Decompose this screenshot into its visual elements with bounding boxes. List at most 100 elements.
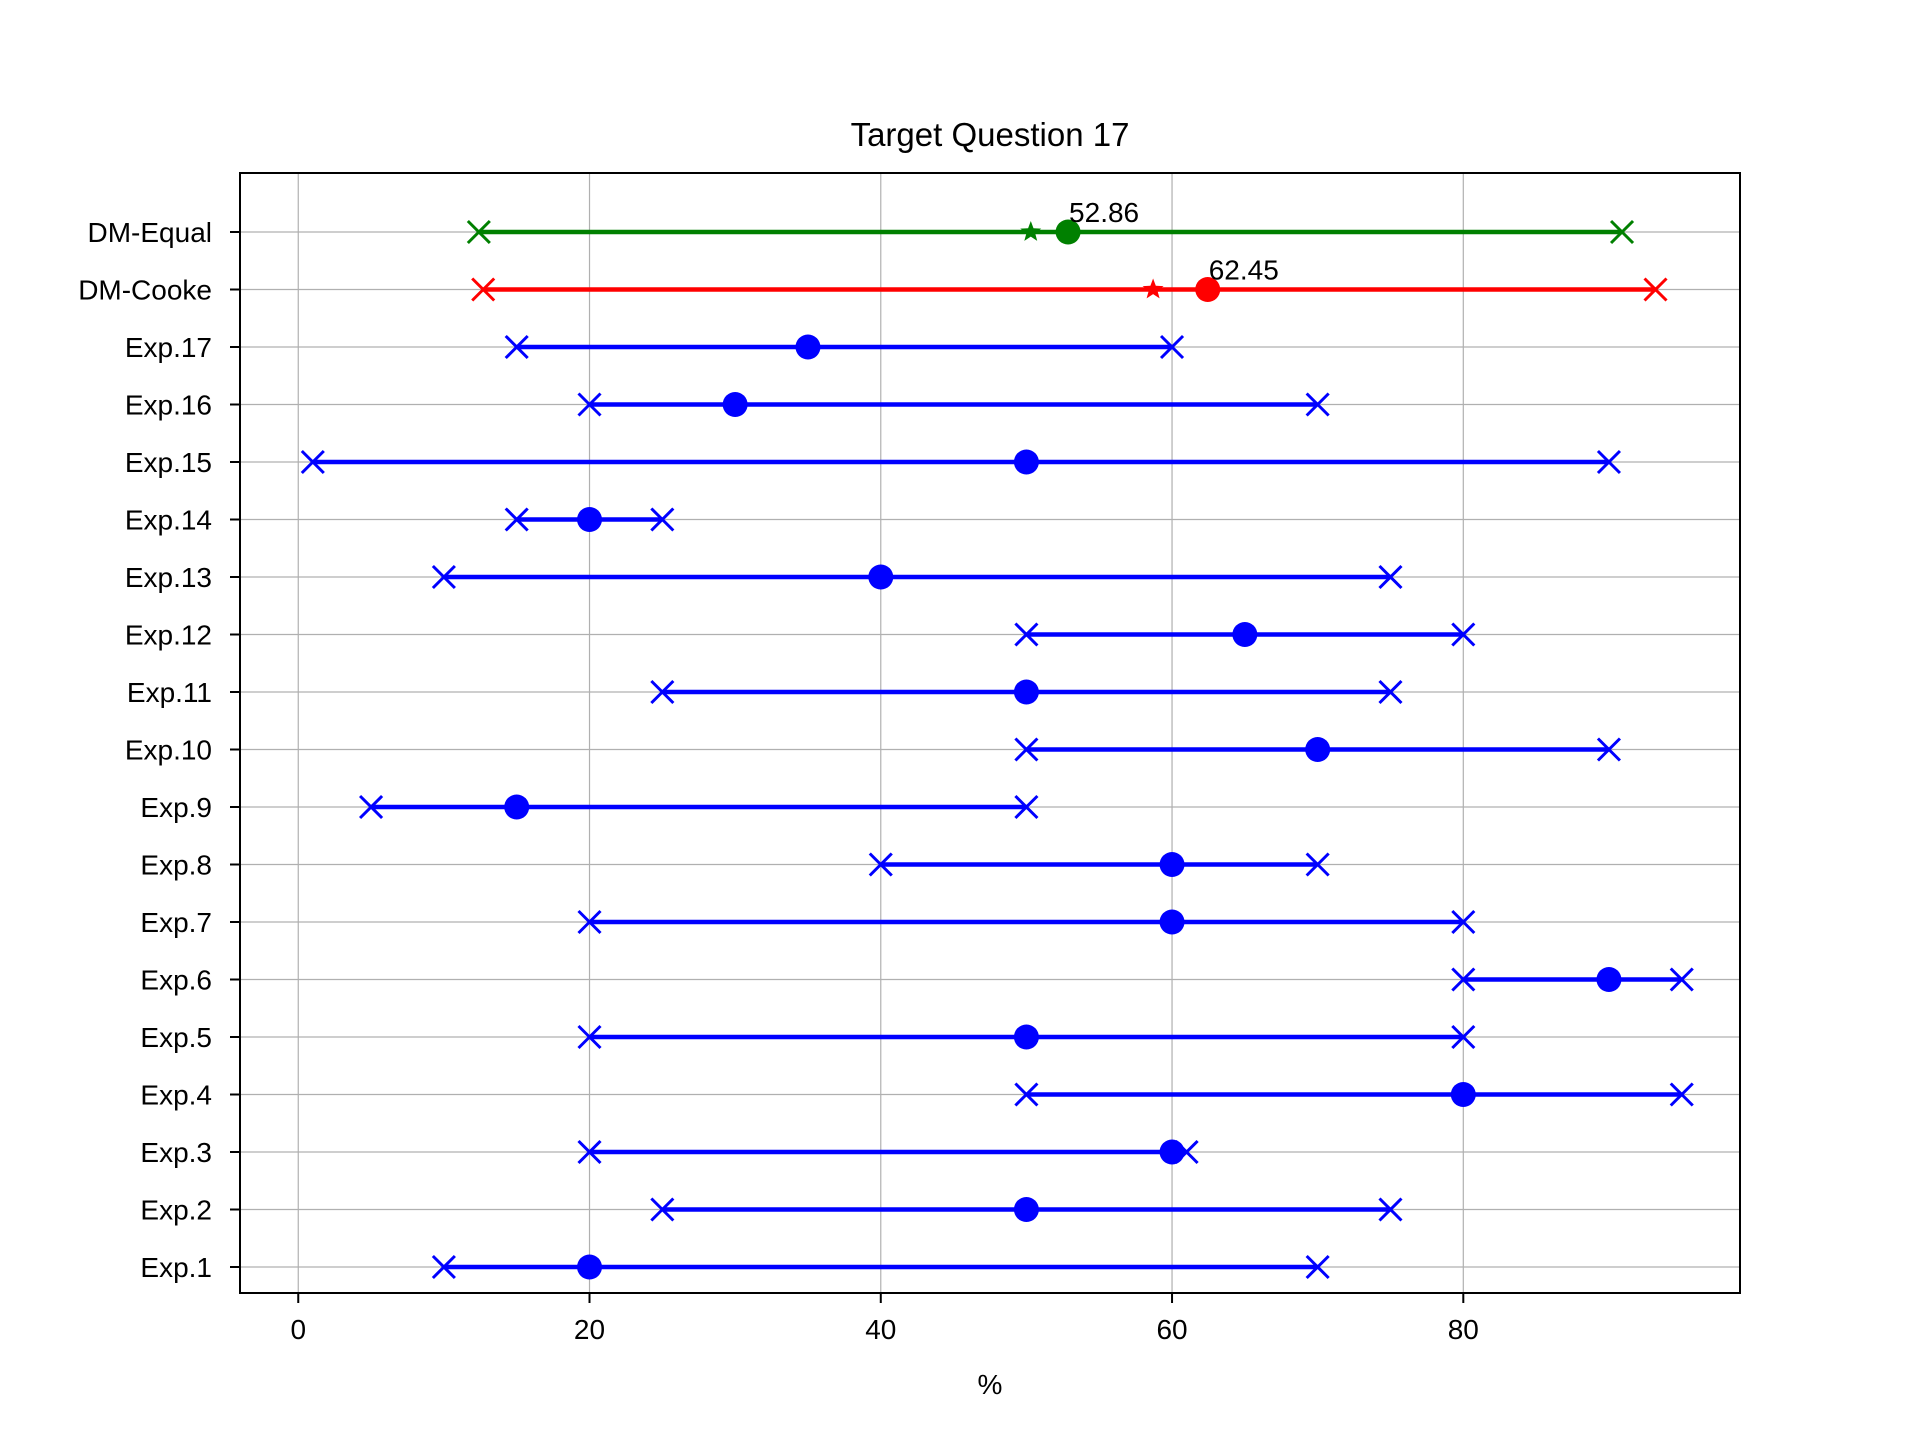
interval-low-marker bbox=[471, 277, 496, 302]
interval-high-marker-stroke bbox=[650, 507, 675, 532]
interval-row bbox=[1014, 1082, 1694, 1107]
interval-low-marker-stroke bbox=[1014, 737, 1039, 762]
interval-high-marker-stroke bbox=[1669, 1082, 1694, 1107]
interval-low-marker-stroke bbox=[650, 679, 675, 705]
median-point bbox=[577, 507, 603, 532]
interval-low-marker-stroke bbox=[1014, 1082, 1039, 1107]
interval-low-marker bbox=[650, 1197, 675, 1222]
median-point bbox=[504, 794, 530, 820]
y-tick-label: Exp.8 bbox=[140, 850, 212, 881]
interval-row bbox=[504, 507, 675, 532]
median-point bbox=[1159, 852, 1185, 877]
interval-high-marker bbox=[1305, 1254, 1330, 1280]
interval-high-marker bbox=[1451, 909, 1476, 935]
interval-high-marker bbox=[1596, 449, 1621, 475]
median-point bbox=[1013, 1024, 1039, 1050]
interval-high-marker-stroke bbox=[1378, 564, 1403, 590]
interval-high-marker bbox=[1305, 852, 1330, 877]
interval-high-marker bbox=[1451, 1024, 1476, 1050]
interval-high-marker-stroke bbox=[1451, 909, 1476, 935]
interval-high-marker bbox=[1378, 1197, 1403, 1222]
interval-high-marker-stroke bbox=[1014, 794, 1039, 820]
interval-low-marker bbox=[1014, 1082, 1039, 1107]
y-tick-label: Exp.11 bbox=[127, 677, 212, 708]
interval-high-marker-stroke bbox=[1378, 1197, 1403, 1222]
interval-high-marker bbox=[1014, 794, 1039, 820]
y-tick-label: Exp.15 bbox=[125, 447, 212, 478]
interval-high-marker-stroke bbox=[1451, 622, 1476, 647]
interval-row bbox=[650, 679, 1403, 705]
interval-row bbox=[577, 1024, 1476, 1050]
interval-low-marker-stroke bbox=[577, 1139, 602, 1165]
interval-row bbox=[504, 334, 1185, 360]
interval-high-marker-stroke bbox=[1451, 1024, 1476, 1050]
interval-low-marker bbox=[868, 852, 893, 877]
x-tick-label: 60 bbox=[1156, 1314, 1187, 1345]
interval-high-marker bbox=[1451, 622, 1476, 647]
interval-high-marker bbox=[1643, 277, 1668, 302]
interval-low-marker bbox=[359, 794, 384, 820]
mean-marker bbox=[1142, 278, 1164, 299]
median-point bbox=[1013, 1197, 1039, 1222]
interval-low-marker-stroke bbox=[1014, 622, 1039, 647]
interval-low-marker bbox=[431, 564, 456, 590]
median-point bbox=[1159, 909, 1185, 935]
interval-row bbox=[431, 1254, 1330, 1280]
median-point bbox=[1232, 622, 1258, 647]
median-point bbox=[1450, 1082, 1476, 1107]
y-tick-label: Exp.5 bbox=[140, 1022, 212, 1053]
y-tick-label: Exp.17 bbox=[125, 332, 212, 363]
y-tick-label: Exp.14 bbox=[125, 505, 212, 536]
y-tick-label: Exp.6 bbox=[140, 965, 212, 996]
interval-low-marker bbox=[504, 334, 529, 360]
interval-row bbox=[577, 909, 1476, 935]
interval-low-marker-stroke bbox=[359, 794, 384, 820]
interval-high-marker bbox=[1305, 392, 1330, 417]
interval-high-marker-stroke bbox=[1159, 334, 1185, 360]
interval-row bbox=[868, 852, 1330, 877]
median-point bbox=[577, 1254, 603, 1280]
interval-high-marker bbox=[1669, 967, 1694, 992]
y-tick-label: DM-Cooke bbox=[78, 275, 212, 306]
interval-low-marker bbox=[1014, 737, 1039, 762]
interval-low-marker bbox=[504, 507, 529, 532]
interval-low-marker-stroke bbox=[577, 909, 602, 935]
interval-low-marker bbox=[1451, 967, 1476, 992]
interval-low-marker bbox=[300, 449, 325, 475]
interval-low-marker-stroke bbox=[868, 852, 893, 877]
interval-low-marker-stroke bbox=[466, 219, 491, 245]
interval-low-marker-stroke bbox=[650, 1197, 675, 1222]
interval-low-marker-stroke bbox=[471, 277, 496, 302]
interval-low-marker bbox=[466, 219, 491, 245]
interval-row bbox=[1014, 737, 1621, 762]
median-point bbox=[1055, 219, 1081, 245]
interval-high-marker bbox=[1609, 219, 1635, 245]
interval-low-marker-stroke bbox=[1451, 967, 1476, 992]
y-tick-label: Exp.12 bbox=[125, 620, 212, 651]
median-point bbox=[1159, 1139, 1185, 1165]
interval-row: 52.86 bbox=[466, 197, 1635, 245]
interval-low-marker bbox=[650, 679, 675, 705]
interval-low-marker bbox=[577, 909, 602, 935]
interval-high-marker-stroke bbox=[1305, 852, 1330, 877]
interval-row bbox=[300, 449, 1621, 475]
median-annotation: 52.86 bbox=[1069, 197, 1139, 228]
interval-row bbox=[431, 564, 1403, 590]
interval-high-marker bbox=[1669, 1082, 1694, 1107]
interval-low-marker-stroke bbox=[431, 564, 456, 590]
interval-row bbox=[577, 1139, 1199, 1165]
median-point bbox=[1013, 449, 1039, 475]
chart-title: Target Question 17 bbox=[851, 116, 1130, 153]
median-point bbox=[722, 392, 748, 417]
median-point bbox=[1195, 277, 1221, 302]
interval-row: 62.45 bbox=[471, 255, 1668, 302]
median-annotation: 62.45 bbox=[1209, 255, 1279, 286]
median-point bbox=[1305, 737, 1331, 762]
interval-high-marker bbox=[1159, 334, 1185, 360]
interval-row bbox=[359, 794, 1039, 820]
interval-high-marker bbox=[650, 507, 675, 532]
y-tick-label: Exp.1 bbox=[140, 1252, 212, 1283]
x-tick-label: 20 bbox=[574, 1314, 605, 1345]
